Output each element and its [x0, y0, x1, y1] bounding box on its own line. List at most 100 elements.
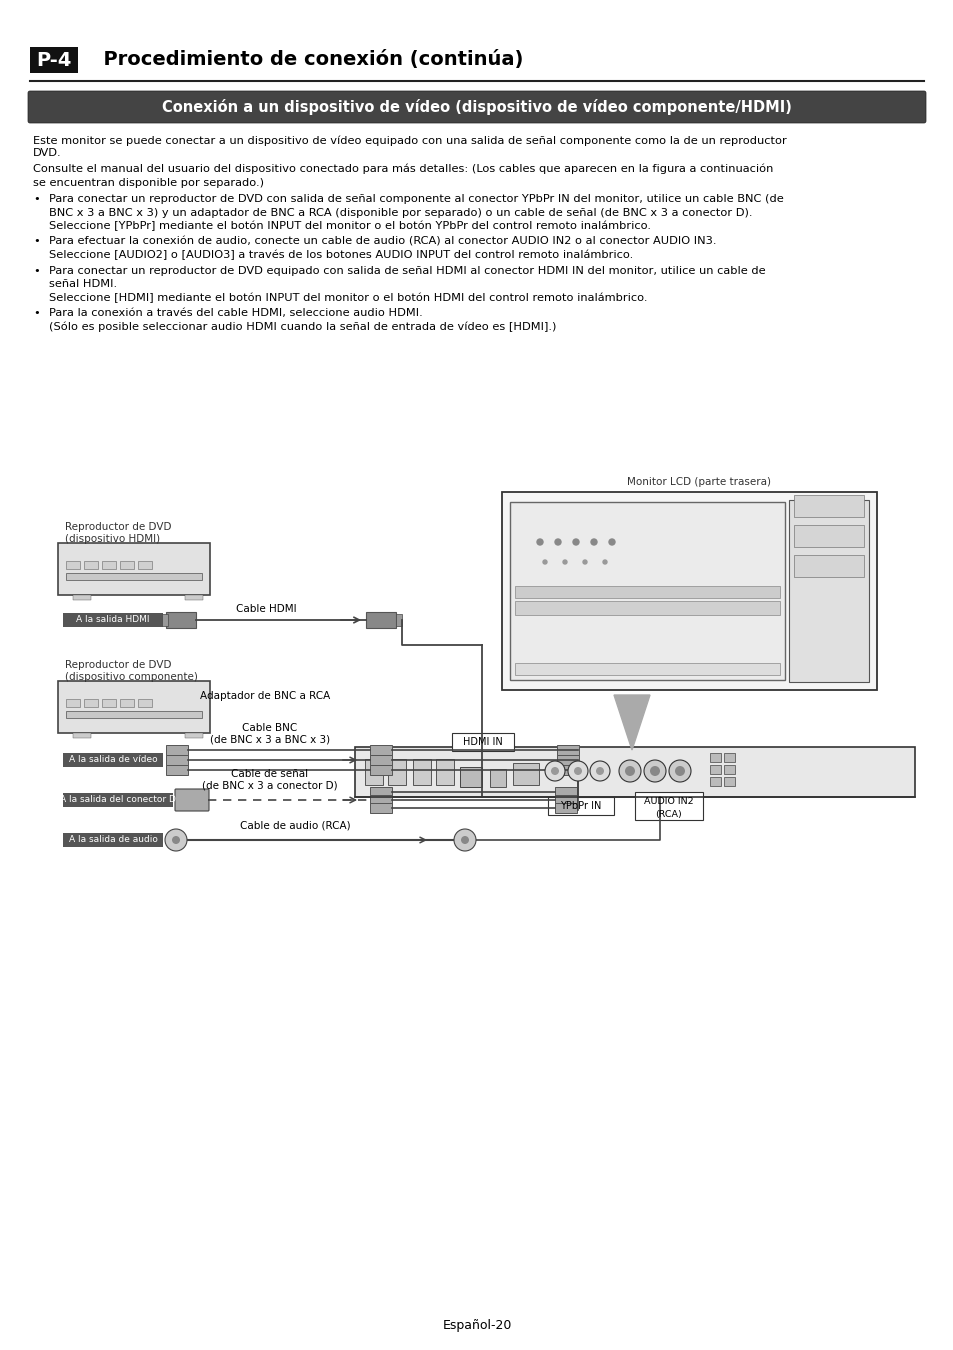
Bar	[709, 778, 720, 786]
Bar	[73, 595, 91, 599]
Bar	[370, 755, 392, 765]
Bar	[490, 769, 505, 787]
FancyBboxPatch shape	[63, 792, 172, 807]
Bar	[452, 733, 514, 751]
Circle shape	[590, 539, 597, 545]
Text: Este monitor se puede conectar a un dispositivo de vídeo equipado con una salida: Este monitor se puede conectar a un disp…	[33, 135, 786, 146]
Text: Español-20: Español-20	[442, 1319, 511, 1331]
Bar	[84, 699, 98, 707]
Text: (RCA): (RCA)	[655, 810, 681, 818]
Circle shape	[608, 539, 615, 545]
Bar	[120, 699, 133, 707]
Text: A la salida de audio: A la salida de audio	[69, 836, 157, 845]
Circle shape	[618, 760, 640, 782]
Bar	[513, 763, 538, 784]
Text: Consulte el manual del usuario del dispositivo conectado para más detalles: (Los: Consulte el manual del usuario del dispo…	[33, 163, 773, 174]
Text: Cable de audio (RCA): Cable de audio (RCA)	[239, 821, 350, 832]
Bar	[793, 495, 863, 517]
FancyBboxPatch shape	[63, 833, 163, 846]
Bar	[366, 612, 395, 628]
Bar	[166, 755, 188, 765]
Text: (Sólo es posible seleccionar audio HDMI cuando la señal de entrada de vídeo es [: (Sólo es posible seleccionar audio HDMI …	[49, 321, 556, 332]
Text: (de BNC x 3 a BNC x 3): (de BNC x 3 a BNC x 3)	[210, 734, 330, 745]
Circle shape	[582, 560, 586, 564]
Bar	[166, 612, 195, 628]
Text: •: •	[33, 308, 40, 319]
Bar	[370, 795, 392, 805]
Text: Seleccione [YPbPr] mediante el botón INPUT del monitor o el botón YPbPr del cont: Seleccione [YPbPr] mediante el botón INP…	[49, 221, 650, 231]
Bar	[66, 699, 80, 707]
Bar	[58, 543, 210, 595]
Bar	[58, 680, 210, 733]
Bar	[370, 745, 392, 755]
Bar	[555, 787, 577, 796]
Bar	[30, 47, 78, 73]
Bar	[166, 765, 188, 775]
Text: Para la conexión a través del cable HDMI, seleccione audio HDMI.: Para la conexión a través del cable HDMI…	[49, 308, 422, 319]
Circle shape	[537, 539, 542, 545]
Bar	[635, 792, 702, 819]
Text: •: •	[33, 194, 40, 204]
Bar	[185, 733, 203, 738]
FancyBboxPatch shape	[28, 90, 925, 123]
Text: (dispositivo HDMI): (dispositivo HDMI)	[65, 535, 160, 544]
Text: DVD.: DVD.	[33, 148, 62, 158]
Bar	[370, 803, 392, 813]
Text: Seleccione [AUDIO2] o [AUDIO3] a través de los botones AUDIO INPUT del control r: Seleccione [AUDIO2] o [AUDIO3] a través …	[49, 250, 633, 261]
Bar	[709, 765, 720, 774]
Text: Adaptador de BNC a RCA: Adaptador de BNC a RCA	[200, 691, 330, 701]
Bar	[102, 699, 116, 707]
Circle shape	[454, 829, 476, 850]
Bar	[395, 614, 401, 626]
Text: Reproductor de DVD: Reproductor de DVD	[65, 660, 172, 670]
Text: (de BNC x 3 a conector D): (de BNC x 3 a conector D)	[202, 782, 337, 791]
Text: Reproductor de DVD: Reproductor de DVD	[65, 522, 172, 532]
Bar	[66, 572, 202, 580]
Bar	[413, 759, 431, 784]
Bar	[436, 759, 454, 784]
Bar	[723, 765, 734, 774]
Circle shape	[624, 765, 635, 776]
Circle shape	[573, 539, 578, 545]
Bar	[515, 586, 780, 598]
Circle shape	[562, 560, 566, 564]
Bar	[162, 614, 168, 626]
Bar	[138, 562, 152, 568]
Text: A la salida del conector D: A la salida del conector D	[60, 795, 175, 805]
Bar	[66, 562, 80, 568]
Bar	[515, 601, 780, 616]
Circle shape	[542, 560, 546, 564]
FancyBboxPatch shape	[174, 788, 209, 811]
Text: Cable BNC: Cable BNC	[242, 724, 297, 733]
Bar	[166, 745, 188, 755]
Bar	[66, 711, 202, 718]
Text: se encuentran disponible por separado.): se encuentran disponible por separado.)	[33, 177, 264, 188]
Circle shape	[589, 761, 609, 782]
Circle shape	[596, 767, 603, 775]
Bar	[185, 595, 203, 599]
Circle shape	[649, 765, 659, 776]
Text: Cable HDMI: Cable HDMI	[235, 603, 296, 614]
Bar	[723, 778, 734, 786]
Circle shape	[555, 539, 560, 545]
Text: Para conectar un reproductor de DVD con salida de señal componente al conector Y: Para conectar un reproductor de DVD con …	[49, 194, 783, 204]
Bar	[788, 500, 868, 682]
Bar	[557, 755, 578, 765]
Bar	[84, 562, 98, 568]
Bar	[515, 663, 780, 675]
Text: Para efectuar la conexión de audio, conecte un cable de audio (RCA) al conector : Para efectuar la conexión de audio, cone…	[49, 236, 716, 247]
Polygon shape	[614, 695, 649, 751]
Text: A la salida HDMI: A la salida HDMI	[76, 616, 150, 625]
Bar	[510, 502, 784, 680]
FancyBboxPatch shape	[63, 753, 163, 767]
Circle shape	[643, 760, 665, 782]
Bar	[355, 747, 914, 796]
Circle shape	[551, 767, 558, 775]
Circle shape	[165, 829, 187, 850]
Circle shape	[544, 761, 564, 782]
Bar	[793, 555, 863, 576]
Text: Conexión a un dispositivo de vídeo (dispositivo de vídeo componente/HDMI): Conexión a un dispositivo de vídeo (disp…	[162, 99, 791, 115]
Text: A la salida de vídeo: A la salida de vídeo	[69, 756, 157, 764]
Bar	[709, 753, 720, 761]
Bar	[365, 759, 382, 784]
